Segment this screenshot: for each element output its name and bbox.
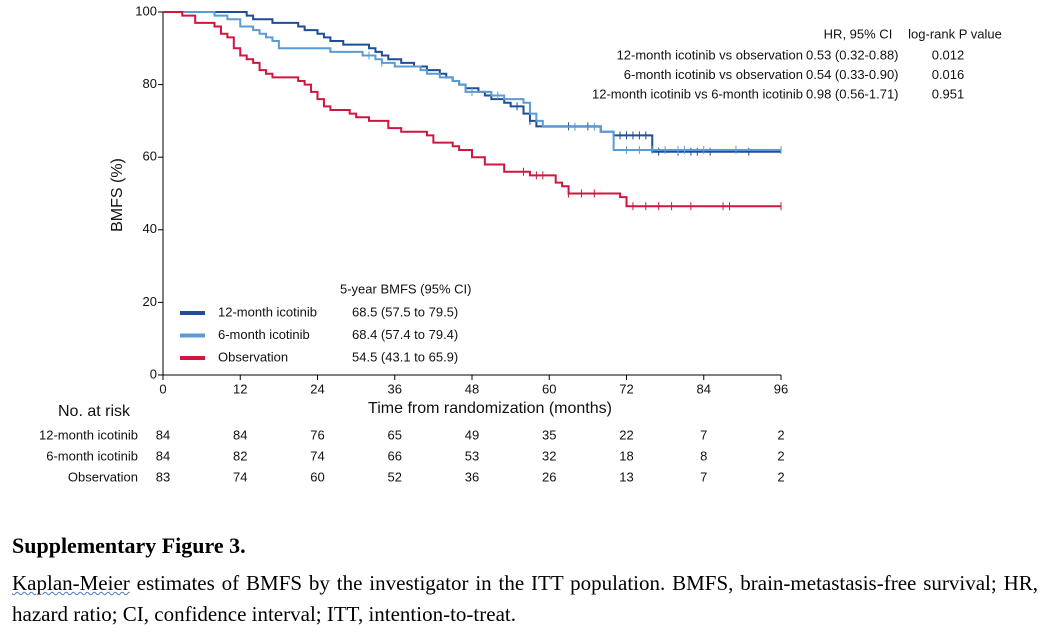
risk-row-label: 6-month icotinib — [46, 448, 138, 463]
risk-count: 74 — [233, 469, 247, 484]
x-axis-label: Time from randomization (months) — [368, 400, 612, 417]
risk-count: 2 — [777, 448, 784, 463]
survival-curve — [163, 11, 781, 151]
x-tick-label: 60 — [542, 381, 556, 396]
x-tick-label: 72 — [619, 381, 633, 396]
risk-count: 18 — [619, 448, 633, 463]
legend-ci: 68.4 (57.4 to 79.4) — [352, 327, 458, 342]
legend-label: Observation — [218, 349, 288, 364]
hr-value: 0.53 (0.32-0.88) — [806, 47, 899, 62]
risk-count: 84 — [156, 427, 170, 442]
y-axis-label: BMFS (%) — [109, 158, 126, 232]
p-value: 0.012 — [932, 47, 965, 62]
p-value: 0.016 — [932, 67, 965, 82]
risk-count: 26 — [542, 469, 556, 484]
chart: BMFS (%) Time from randomization (months… — [39, 3, 1002, 484]
legend-label: 6-month icotinib — [218, 327, 310, 342]
hr-row-label: 12-month icotinib vs 6-month icotinib — [592, 86, 803, 101]
risk-count: 53 — [465, 448, 479, 463]
risk-count: 35 — [542, 427, 556, 442]
p-value: 0.951 — [932, 86, 965, 101]
legend-label: 12-month icotinib — [218, 304, 317, 319]
caption-lead: Kaplan-Meier — [12, 571, 130, 595]
risk-row-label: 12-month icotinib — [39, 427, 138, 442]
risk-count: 2 — [777, 469, 784, 484]
y-tick-label: 100 — [135, 3, 157, 18]
risk-count: 82 — [233, 448, 247, 463]
x-tick-label: 84 — [697, 381, 711, 396]
legend-ci: 68.5 (57.5 to 79.5) — [352, 304, 458, 319]
risk-row-label: Observation — [68, 469, 138, 484]
x-tick-label: 36 — [388, 381, 402, 396]
risk-count: 76 — [310, 427, 324, 442]
risk-count: 84 — [156, 448, 170, 463]
hr-value: 0.54 (0.33-0.90) — [806, 67, 899, 82]
hr-header: HR, 95% CI — [824, 26, 893, 41]
risk-table-title: No. at risk — [58, 403, 131, 420]
x-tick-label: 48 — [465, 381, 479, 396]
legend-title: 5-year BMFS (95% CI) — [340, 281, 471, 296]
risk-count: 7 — [700, 469, 707, 484]
hr-value: 0.98 (0.56-1.71) — [806, 86, 899, 101]
p-header: log-rank P value — [908, 26, 1002, 41]
caption-text: Kaplan-Meier estimates of BMFS by the in… — [12, 568, 1038, 630]
y-tick-label: 40 — [143, 221, 157, 236]
hr-row-label: 6-month icotinib vs observation — [624, 67, 803, 82]
caption-body: estimates of BMFS by the investigator in… — [12, 571, 1038, 626]
caption-title: Supplementary Figure 3. — [12, 533, 246, 558]
y-tick-label: 20 — [143, 294, 157, 309]
risk-count: 60 — [310, 469, 324, 484]
y-tick-label: 80 — [143, 76, 157, 91]
risk-count: 65 — [388, 427, 402, 442]
risk-count: 8 — [700, 448, 707, 463]
survival-curve — [163, 11, 781, 153]
risk-count: 13 — [619, 469, 633, 484]
x-tick-label: 96 — [774, 381, 788, 396]
legend-ci: 54.5 (43.1 to 65.9) — [352, 349, 458, 364]
risk-count: 52 — [388, 469, 402, 484]
risk-count: 66 — [388, 448, 402, 463]
survival-curve — [163, 11, 781, 208]
hr-row-label: 12-month icotinib vs observation — [617, 47, 803, 62]
y-tick-label: 60 — [143, 149, 157, 164]
risk-count: 83 — [156, 469, 170, 484]
risk-count: 74 — [310, 448, 324, 463]
risk-count: 22 — [619, 427, 633, 442]
risk-count: 7 — [700, 427, 707, 442]
risk-count: 84 — [233, 427, 247, 442]
risk-count: 2 — [777, 427, 784, 442]
risk-count: 32 — [542, 448, 556, 463]
risk-count: 36 — [465, 469, 479, 484]
risk-count: 49 — [465, 427, 479, 442]
x-tick-label: 24 — [310, 381, 324, 396]
x-tick-label: 0 — [159, 381, 166, 396]
x-tick-label: 12 — [233, 381, 247, 396]
y-tick-label: 0 — [150, 366, 157, 381]
